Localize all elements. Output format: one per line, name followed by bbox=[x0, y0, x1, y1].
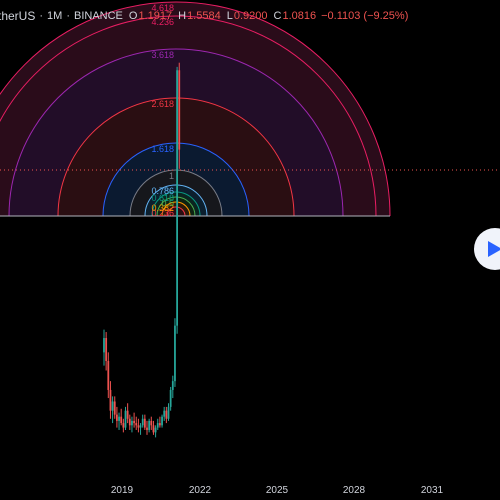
candle-body bbox=[169, 389, 172, 407]
fib-level-label: 0.786 bbox=[151, 186, 174, 196]
fib-level-label: 4.618 bbox=[151, 3, 174, 13]
candle-body bbox=[126, 410, 129, 419]
fib-level-label: 0.618 bbox=[151, 193, 174, 203]
candle-body bbox=[148, 420, 151, 430]
candle-body bbox=[103, 338, 105, 353]
candle-body bbox=[109, 389, 112, 411]
legend-separator: · bbox=[66, 10, 70, 22]
open-value: 1.1917 bbox=[138, 10, 173, 22]
candle-body bbox=[146, 427, 148, 430]
fib-level-label: 0.382 bbox=[151, 203, 174, 213]
fib-arc bbox=[144, 184, 208, 217]
candle-body bbox=[113, 401, 116, 415]
close-value: 1.0816 bbox=[282, 10, 317, 22]
high-value: 1.5584 bbox=[187, 10, 221, 22]
change-value: −0.1103 (−9.25%) bbox=[321, 10, 409, 22]
fib-level-label: 1 bbox=[169, 171, 174, 181]
candle-body bbox=[152, 425, 155, 433]
play-icon bbox=[488, 241, 500, 257]
candle-body bbox=[167, 406, 170, 419]
symbol-name[interactable]: therUS bbox=[0, 9, 36, 23]
candle-body bbox=[135, 423, 138, 426]
fib-arc bbox=[156, 196, 196, 217]
interval-label[interactable]: 1M bbox=[47, 10, 63, 22]
x-axis-tick: 2022 bbox=[188, 485, 212, 496]
candle-body bbox=[120, 416, 123, 424]
candle-body bbox=[161, 416, 163, 426]
candle-body bbox=[165, 410, 168, 419]
candle-body bbox=[150, 420, 153, 426]
candle-body bbox=[139, 425, 142, 428]
fib-level-label: 0.236 bbox=[151, 208, 174, 218]
candle-body bbox=[163, 410, 166, 417]
fib-level-label: 2.618 bbox=[151, 99, 174, 109]
legend-separator: · bbox=[39, 10, 44, 22]
candle-body bbox=[141, 418, 144, 426]
exchange-label: BINANCE bbox=[73, 10, 123, 22]
x-axis-tick: 2025 bbox=[265, 485, 289, 496]
fib-level-label: 1.618 bbox=[151, 144, 174, 154]
candle-body bbox=[143, 418, 146, 428]
candle-body bbox=[171, 381, 174, 390]
candle-body bbox=[156, 423, 159, 428]
candle-body bbox=[111, 401, 114, 411]
candle-body bbox=[107, 360, 110, 390]
candle-body bbox=[122, 423, 125, 428]
fib-arc bbox=[57, 97, 295, 217]
high-label: H bbox=[178, 10, 187, 22]
fib-arc bbox=[151, 191, 201, 217]
fib-level-label: 0.5 bbox=[161, 198, 174, 208]
low-label: L bbox=[226, 10, 233, 22]
candle-body bbox=[105, 338, 108, 361]
fib-level-label: 4.236 bbox=[151, 17, 174, 27]
fib-arc bbox=[0, 15, 377, 217]
open-label: O bbox=[128, 10, 138, 22]
candle-body bbox=[116, 414, 118, 421]
x-axis-tick: 2031 bbox=[420, 485, 444, 496]
x-axis-tick: 2019 bbox=[110, 485, 134, 496]
candle-body bbox=[137, 425, 140, 428]
low-value: 0.9200 bbox=[233, 10, 268, 22]
fib-arc bbox=[0, 1, 391, 217]
candle-body bbox=[176, 70, 178, 326]
candle-body bbox=[178, 70, 181, 150]
fib-arc bbox=[102, 142, 250, 217]
candle-body bbox=[124, 410, 127, 428]
candle-body bbox=[118, 416, 120, 421]
candle-body bbox=[133, 420, 135, 424]
fib-level-label: 3.618 bbox=[151, 50, 174, 60]
fib-arc bbox=[8, 48, 344, 217]
x-axis-tick: 2028 bbox=[342, 485, 366, 496]
candle-body bbox=[159, 423, 161, 426]
candle-body bbox=[128, 418, 131, 426]
candle-body bbox=[154, 427, 157, 433]
fib-arc bbox=[161, 201, 191, 217]
fib-arc bbox=[166, 206, 186, 217]
candle-body bbox=[131, 420, 133, 426]
close-label: C bbox=[273, 10, 282, 22]
fib-arc-fill bbox=[167, 207, 185, 216]
candle-body bbox=[174, 325, 176, 382]
candlestick-series bbox=[103, 62, 181, 438]
